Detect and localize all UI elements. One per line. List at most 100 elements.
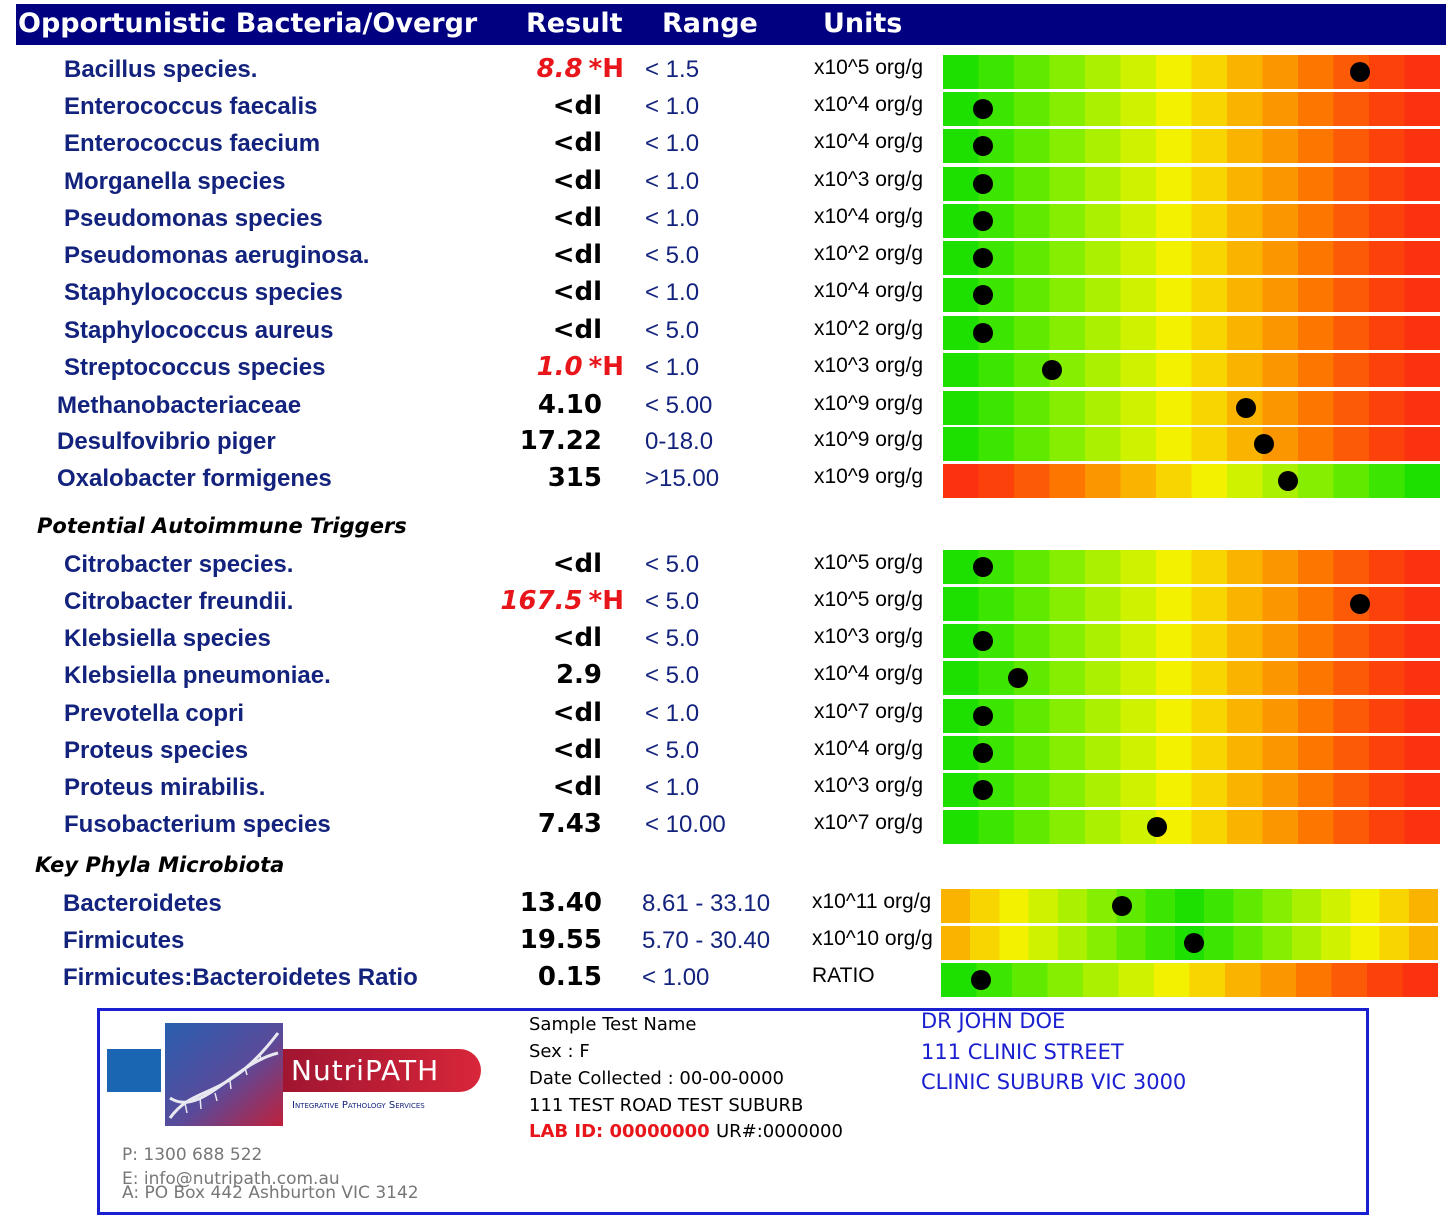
logo-banner [283, 1049, 481, 1092]
result-gauge-bar [941, 889, 1438, 923]
unit-label: x10^7 org/g [814, 700, 924, 723]
result-gauge-bar [943, 624, 1440, 658]
reference-range: < 1.0 [645, 93, 700, 120]
result-gauge-bar [943, 129, 1440, 163]
analyte-name: Citrobacter species. [64, 551, 294, 578]
lab-id-line: LAB ID: 00000000 UR#:0000000 [529, 1121, 843, 1142]
gauge-marker [972, 743, 993, 763]
high-flag: *H [588, 352, 624, 382]
result-number: <dl [552, 240, 602, 270]
result-gauge-bar [943, 391, 1440, 425]
analyte-name: Bacteroidetes [63, 890, 222, 917]
result-value: 17.22 [520, 426, 602, 456]
gauge-marker [1236, 398, 1257, 418]
result-number: <dl [552, 735, 602, 765]
unit-label: x10^9 org/g [814, 428, 924, 451]
ur-number: UR#:0000000 [715, 1121, 843, 1142]
gauge-marker [1350, 62, 1371, 82]
result-value: <dl [553, 91, 602, 121]
result-gauge-bar [943, 810, 1440, 844]
result-gauge-bar [941, 926, 1438, 960]
gauge-marker [1350, 594, 1371, 614]
unit-label: x10^5 org/g [814, 551, 924, 574]
logo-square [107, 1049, 161, 1092]
contact-address: A: PO Box 442 Ashburton VIC 3142 [122, 1183, 419, 1203]
analyte-name: Enterococcus faecium [64, 130, 321, 157]
logo-wordmark: NutriPATH [291, 1054, 440, 1087]
unit-label: x10^3 org/g [814, 774, 924, 797]
result-gauge-bar [943, 55, 1440, 89]
reference-range: < 5.0 [645, 242, 700, 269]
result-value: <dl [553, 623, 602, 653]
result-number: 13.40 [519, 888, 602, 918]
analyte-name: Bacillus species. [64, 56, 258, 83]
patient-name: Sample Test Name [529, 1014, 697, 1035]
analyte-name: Klebsiella pneumoniae. [64, 662, 331, 689]
gauge-marker [1146, 817, 1167, 837]
result-number: <dl [552, 128, 602, 158]
unit-label: x10^11 org/g [812, 890, 932, 913]
gauge-marker [972, 248, 993, 268]
reference-range: < 1.0 [645, 279, 700, 306]
doctor-street: 111 CLINIC STREET [921, 1040, 1124, 1064]
result-value: <dl [553, 315, 602, 345]
unit-label: x10^9 org/g [814, 465, 924, 488]
gauge-marker [972, 557, 993, 577]
result-value: <dl [553, 240, 602, 270]
result-value: 1.0 *H [537, 352, 624, 382]
reference-range: < 1.5 [645, 56, 700, 83]
analyte-name: Fusobacterium species [64, 811, 331, 838]
gauge-marker [1184, 933, 1205, 953]
unit-label: x10^5 org/g [814, 588, 924, 611]
reference-range: >15.00 [645, 465, 720, 492]
result-gauge-bar [941, 963, 1438, 997]
result-number: 17.22 [519, 426, 602, 456]
patient-address: 111 TEST ROAD TEST SUBURB [529, 1095, 804, 1116]
result-gauge-bar [943, 167, 1440, 201]
result-value: <dl [553, 203, 602, 233]
analyte-name: Desulfovibrio piger [57, 428, 276, 455]
reference-range: < 1.0 [645, 205, 700, 232]
unit-label: x10^9 org/g [814, 392, 924, 415]
reference-range: 0-18.0 [645, 428, 714, 455]
result-number: 0.15 [537, 962, 602, 992]
result-gauge-bar [943, 550, 1440, 584]
gauge-marker [1042, 360, 1063, 380]
gauge-marker [972, 136, 993, 156]
reference-range: < 5.0 [645, 737, 700, 764]
result-number: 315 [547, 463, 602, 493]
gauge-marker [1278, 471, 1299, 491]
result-gauge-bar [943, 316, 1440, 350]
doctor-suburb: CLINIC SUBURB VIC 3000 [921, 1070, 1187, 1094]
dna-logo-icon [165, 1023, 283, 1126]
analyte-name: Firmicutes:Bacteroidetes Ratio [63, 964, 418, 991]
analyte-name: Firmicutes [63, 927, 185, 954]
result-number: <dl [552, 277, 602, 307]
unit-label: x10^10 org/g [812, 927, 933, 950]
analyte-name: Proteus mirabilis. [64, 774, 266, 801]
gauge-marker [972, 285, 993, 305]
unit-label: x10^4 org/g [814, 737, 924, 760]
result-number: <dl [552, 315, 602, 345]
result-gauge-bar [943, 736, 1440, 770]
result-value: 0.15 [538, 962, 602, 992]
section-heading-autoimmune: Potential Autoimmune Triggers [37, 514, 407, 538]
section-title: Opportunistic Bacteria/Overgr [18, 8, 478, 39]
result-number: 19.55 [519, 925, 602, 955]
gauge-marker [972, 99, 993, 119]
result-value: <dl [553, 277, 602, 307]
result-number: <dl [552, 549, 602, 579]
doctor-name: DR JOHN DOE [921, 1009, 1066, 1033]
reference-range: < 1.0 [645, 130, 700, 157]
unit-label: x10^7 org/g [814, 811, 924, 834]
result-number: 167.5 [500, 586, 583, 616]
gauge-marker [1253, 434, 1274, 454]
result-value: <dl [553, 772, 602, 802]
gauge-marker [972, 323, 993, 343]
result-value: <dl [553, 698, 602, 728]
report-footer [97, 1008, 1369, 1215]
result-gauge-bar [943, 661, 1440, 695]
result-gauge-bar [943, 278, 1440, 312]
reference-range: < 5.0 [645, 317, 700, 344]
result-value: <dl [553, 166, 602, 196]
